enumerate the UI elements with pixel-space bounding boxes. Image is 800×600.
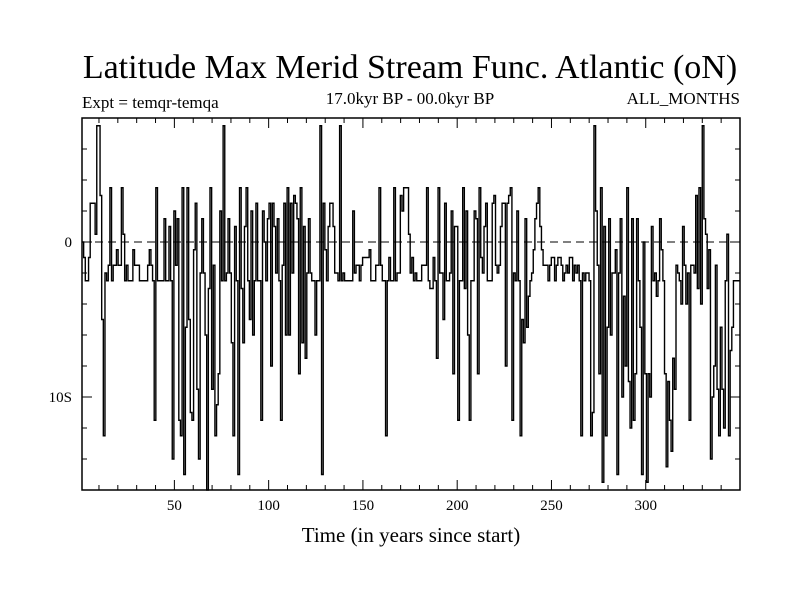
- x-tick-label: 200: [446, 498, 469, 514]
- x-tick-label: 300: [634, 498, 657, 514]
- series-line: [82, 125, 740, 491]
- period-label: 17.0kyr BP - 00.0kyr BP: [326, 89, 494, 108]
- y-tick-label: 10S: [49, 390, 72, 406]
- x-axis-title: Time (in years since start): [302, 523, 521, 547]
- plot-frame: [81, 117, 741, 491]
- ticks-layer: [82, 117, 740, 491]
- x-tick-label: 50: [167, 498, 182, 514]
- x-tick-label: 250: [540, 498, 563, 514]
- x-tick-label: 150: [352, 498, 375, 514]
- y-tick-label: 0: [65, 235, 73, 251]
- x-tick-label: 100: [257, 498, 280, 514]
- chart-title: Latitude Max Merid Stream Func. Atlantic…: [83, 49, 737, 86]
- months-label: ALL_MONTHS: [627, 89, 740, 108]
- experiment-label: Expt = temqr-temqa: [82, 93, 219, 112]
- tick-labels: 50 100 150 200 250 300 0 10S: [49, 235, 657, 514]
